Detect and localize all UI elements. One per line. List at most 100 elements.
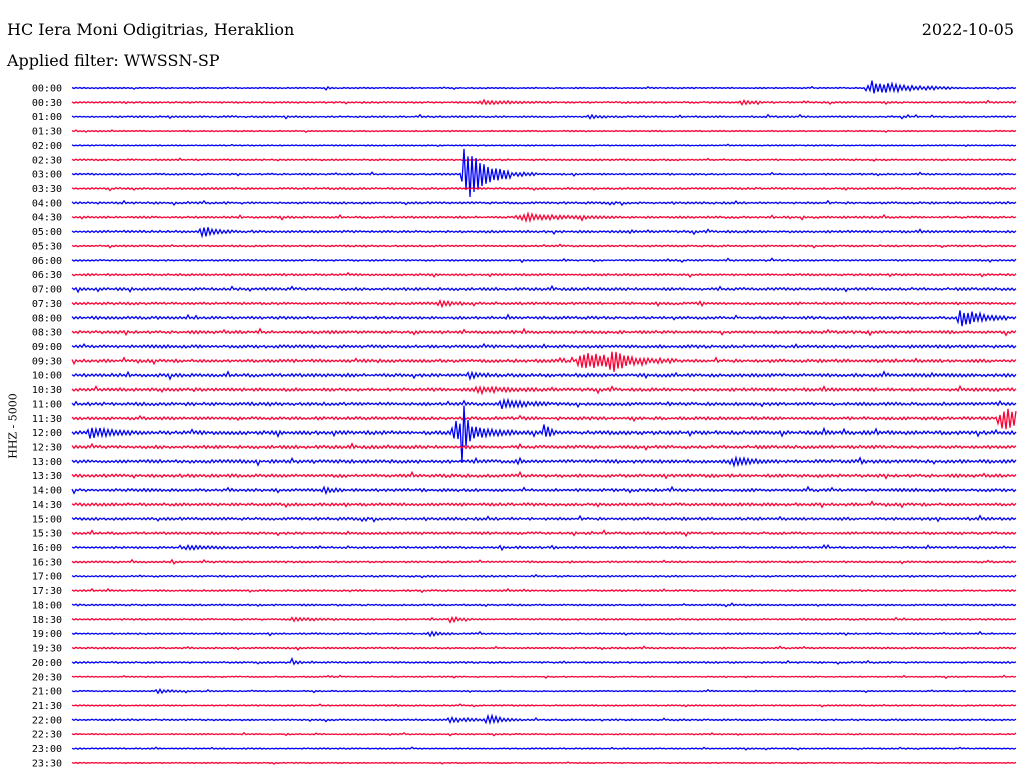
tick-label: 00:30 bbox=[32, 98, 62, 109]
trace-line bbox=[71, 455, 1017, 468]
tick-label: 05:30 bbox=[32, 241, 62, 252]
trace-line bbox=[71, 384, 1017, 396]
trace-line bbox=[71, 573, 1017, 579]
tick-label: 14:00 bbox=[32, 486, 62, 497]
trace-line bbox=[71, 630, 1017, 638]
tick-label: 07:00 bbox=[32, 285, 62, 296]
tick-label: 04:00 bbox=[32, 198, 62, 209]
tick-label: 14:30 bbox=[32, 500, 62, 511]
tick-label: 15:00 bbox=[32, 514, 62, 525]
tick-label: 15:30 bbox=[32, 529, 62, 540]
tick-label: 11:30 bbox=[32, 414, 62, 425]
tick-label: 13:30 bbox=[32, 471, 62, 482]
tick-label: 23:30 bbox=[32, 758, 62, 769]
tick-label: 12:00 bbox=[32, 428, 62, 439]
trace-line bbox=[71, 148, 1017, 198]
tick-label: 10:00 bbox=[32, 371, 62, 382]
tick-label: 20:00 bbox=[32, 658, 62, 669]
trace-line bbox=[71, 657, 1017, 666]
tick-label: 19:00 bbox=[32, 629, 62, 640]
trace-line bbox=[71, 143, 1017, 148]
tick-label: 07:30 bbox=[32, 299, 62, 310]
tick-label: 16:30 bbox=[32, 557, 62, 568]
trace-line bbox=[71, 713, 1017, 726]
tick-label: 03:30 bbox=[32, 184, 62, 195]
trace-line bbox=[71, 310, 1017, 327]
trace-line bbox=[71, 761, 1017, 765]
trace-line bbox=[71, 731, 1017, 737]
trace-line bbox=[71, 746, 1017, 751]
tick-label: 00:00 bbox=[32, 84, 62, 95]
tick-label: 16:00 bbox=[32, 543, 62, 554]
trace-line bbox=[71, 688, 1017, 695]
record-date: 2022-10-05 bbox=[921, 20, 1014, 39]
trace-line bbox=[71, 645, 1017, 651]
trace-line bbox=[71, 327, 1017, 337]
trace-line bbox=[71, 703, 1017, 708]
tick-label: 20:30 bbox=[32, 672, 62, 683]
trace-line bbox=[71, 227, 1017, 239]
trace-line bbox=[71, 558, 1017, 565]
trace-line bbox=[71, 397, 1017, 410]
station-title: HC Iera Moni Odigitrias, Heraklion bbox=[7, 20, 295, 39]
trace-line bbox=[71, 211, 1017, 224]
trace-line bbox=[71, 113, 1017, 120]
tick-label: 21:30 bbox=[32, 701, 62, 712]
tick-label: 02:30 bbox=[32, 155, 62, 166]
trace-line bbox=[71, 588, 1017, 594]
tick-label: 23:00 bbox=[32, 744, 62, 755]
tick-label: 12:30 bbox=[32, 443, 62, 454]
trace-line bbox=[71, 157, 1017, 162]
tick-label: 09:30 bbox=[32, 356, 62, 367]
trace-line bbox=[71, 602, 1017, 608]
tick-label: 22:00 bbox=[32, 715, 62, 726]
tick-label: 21:00 bbox=[32, 687, 62, 698]
trace-line bbox=[71, 199, 1017, 207]
tick-label: 11:00 bbox=[32, 399, 62, 410]
trace-line bbox=[71, 257, 1017, 264]
trace-line bbox=[71, 544, 1017, 552]
tick-label: 06:30 bbox=[32, 270, 62, 281]
trace-line bbox=[71, 271, 1017, 278]
tick-label: 01:30 bbox=[32, 127, 62, 138]
trace-line bbox=[71, 529, 1017, 538]
trace-line bbox=[71, 408, 1017, 430]
trace-line bbox=[71, 351, 1017, 372]
trace-line bbox=[71, 129, 1017, 134]
tick-label: 02:00 bbox=[32, 141, 62, 152]
tick-label: 22:30 bbox=[32, 730, 62, 741]
trace-line bbox=[71, 405, 1017, 463]
tick-label: 10:30 bbox=[32, 385, 62, 396]
tick-label: 06:00 bbox=[32, 256, 62, 267]
trace-line bbox=[71, 243, 1017, 249]
trace-line bbox=[71, 342, 1017, 349]
tick-label: 04:30 bbox=[32, 213, 62, 224]
trace-line bbox=[71, 500, 1017, 509]
tick-label: 09:00 bbox=[32, 342, 62, 353]
tick-label: 17:30 bbox=[32, 586, 62, 597]
trace-line bbox=[71, 186, 1017, 192]
trace-line bbox=[71, 299, 1017, 309]
tick-label: 17:00 bbox=[32, 572, 62, 583]
tick-label: 05:00 bbox=[32, 227, 62, 238]
tick-label: 01:00 bbox=[32, 112, 62, 123]
tick-label: 18:30 bbox=[32, 615, 62, 626]
tick-label: 03:00 bbox=[32, 170, 62, 181]
trace-line bbox=[71, 284, 1017, 294]
trace-line bbox=[71, 470, 1017, 480]
tick-label: 08:30 bbox=[32, 328, 62, 339]
tick-label: 19:30 bbox=[32, 644, 62, 655]
tick-label: 18:00 bbox=[32, 600, 62, 611]
trace-line bbox=[71, 98, 1017, 106]
tick-label: 13:00 bbox=[32, 457, 62, 468]
trace-line bbox=[71, 80, 1017, 94]
trace-line bbox=[71, 485, 1017, 496]
trace-line bbox=[71, 370, 1017, 381]
trace-line bbox=[71, 442, 1017, 452]
trace-line bbox=[71, 615, 1017, 624]
tick-label: 08:00 bbox=[32, 313, 62, 324]
trace-line bbox=[71, 674, 1017, 680]
filter-label: Applied filter: WWSSN-SP bbox=[7, 51, 220, 70]
trace-line bbox=[71, 514, 1017, 523]
